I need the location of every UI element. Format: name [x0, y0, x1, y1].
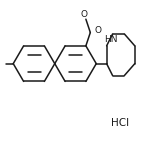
Text: HN: HN: [104, 35, 118, 44]
Text: HCl: HCl: [111, 118, 129, 128]
Text: O: O: [95, 26, 101, 35]
Text: O: O: [80, 10, 87, 19]
